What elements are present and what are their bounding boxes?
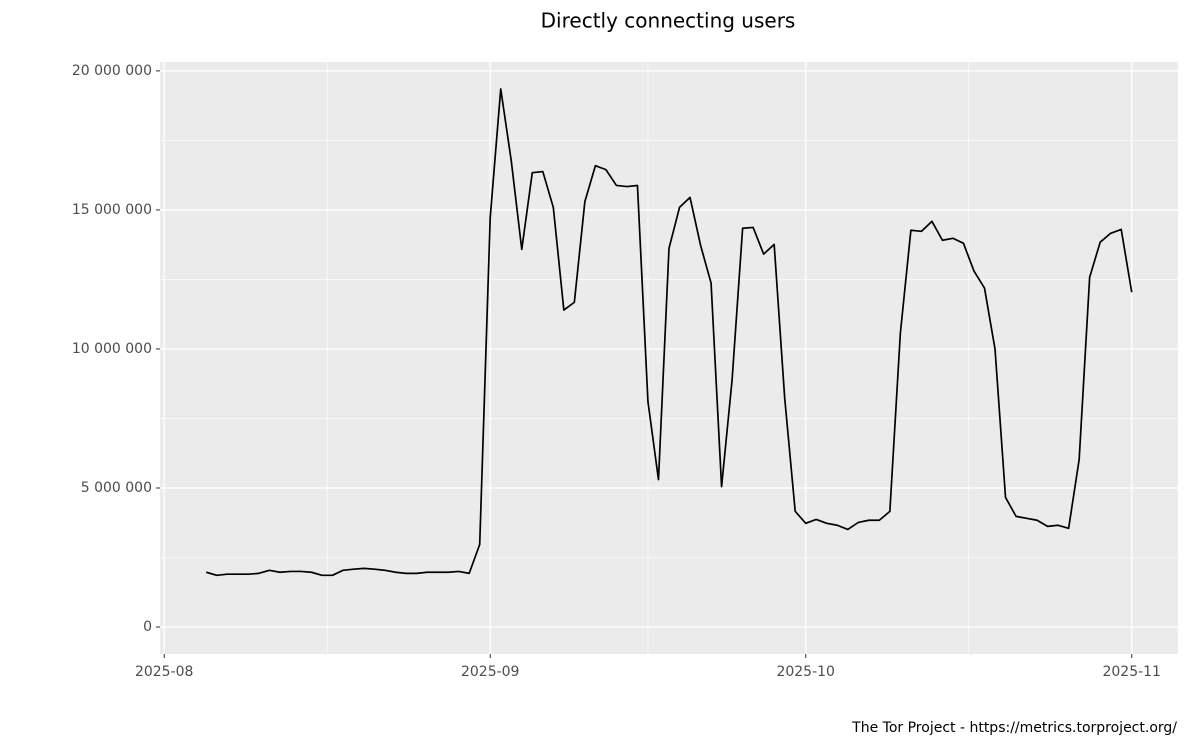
x-tick-label: 2025-11: [1102, 664, 1161, 680]
y-tick-label: 5 000 000: [81, 480, 152, 496]
x-tick-label: 2025-10: [776, 664, 835, 680]
x-tick-label: 2025-09: [461, 664, 520, 680]
y-tick-label: 20 000 000: [72, 63, 152, 79]
y-tick-label: 15 000 000: [72, 202, 152, 218]
chart-title: Directly connecting users: [541, 9, 796, 33]
caption: The Tor Project - https://metrics.torpro…: [851, 720, 1177, 736]
y-tick-label: 10 000 000: [72, 341, 152, 357]
plot-panel: [160, 62, 1178, 654]
x-tick-label: 2025-08: [135, 664, 194, 680]
data-line: [206, 88, 1133, 577]
y-tick-label: 0: [143, 619, 152, 635]
